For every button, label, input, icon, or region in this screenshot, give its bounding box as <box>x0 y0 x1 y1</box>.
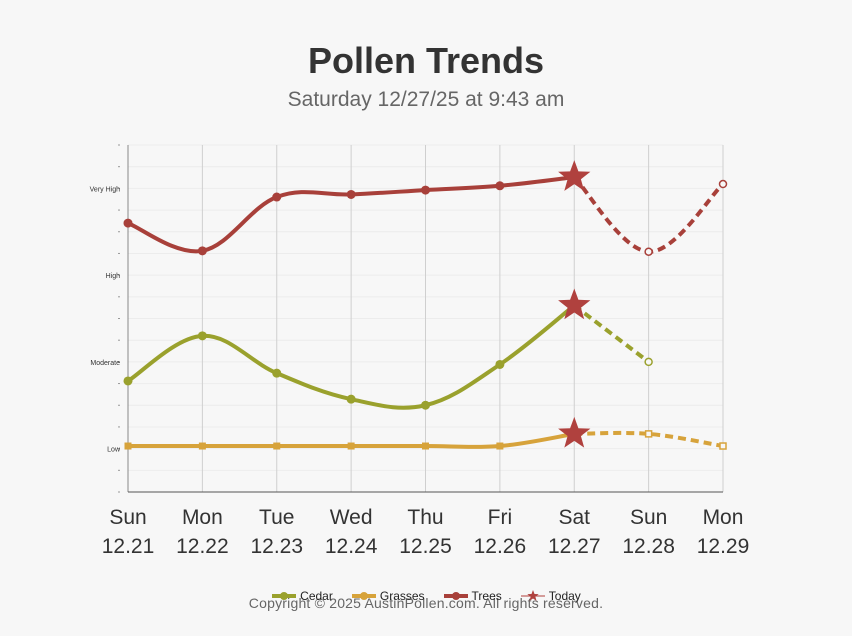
cedar-point <box>495 359 505 369</box>
trees-forecast-point <box>718 179 728 189</box>
legend-label: Today <box>548 589 581 603</box>
legend-item-cedar[interactable]: Cedar <box>271 589 333 603</box>
grasses-point <box>496 442 504 450</box>
cedar-point <box>197 331 207 341</box>
x-tick-date: 12.25 <box>399 535 452 558</box>
legend-label: Grasses <box>379 589 425 603</box>
legend[interactable]: Cedar Grasses Trees Today <box>0 589 852 603</box>
x-tick-date: 12.29 <box>697 535 750 558</box>
cedar-point <box>346 394 356 404</box>
trees-point <box>197 246 207 256</box>
cedar-point <box>421 400 430 410</box>
x-tick-day: Fri <box>488 506 513 529</box>
y-tick-label: Very High <box>90 186 120 193</box>
x-tick-day: Thu <box>407 506 443 529</box>
grasses-forecast-point <box>719 442 727 450</box>
trees-point <box>346 189 356 199</box>
trees-legend-swatch-icon <box>443 592 468 600</box>
today-legend-swatch-icon <box>520 590 545 601</box>
x-tick-day: Mon <box>182 506 223 529</box>
x-tick-day: Wed <box>330 506 373 529</box>
x-tick-date: 12.26 <box>474 535 527 558</box>
grid <box>118 144 724 493</box>
cedar-forecast-line <box>573 303 650 364</box>
trees-today-star <box>558 160 591 191</box>
cedar-legend-swatch-icon <box>272 592 297 600</box>
grasses-point <box>198 442 206 450</box>
trees-point <box>272 192 282 202</box>
trees-forecast-point <box>644 247 653 256</box>
x-tick-day: Sun <box>109 506 146 529</box>
x-tick-date: 12.21 <box>102 535 155 558</box>
grasses-point <box>422 442 429 450</box>
x-tick-day: Tue <box>259 506 294 529</box>
chart-title: Pollen Trends <box>307 40 545 81</box>
x-tick-day: Sun <box>630 506 667 529</box>
trees-point <box>123 218 133 228</box>
x-tick-date: 12.22 <box>176 535 229 558</box>
grasses-point <box>347 442 355 450</box>
legend-label: Cedar <box>300 589 333 603</box>
trees-point <box>421 185 430 195</box>
trees-point <box>495 181 505 191</box>
y-tick-label: Low <box>107 447 121 454</box>
series-points <box>123 179 728 450</box>
cedar-forecast-point <box>644 357 653 367</box>
legend-item-today[interactable]: Today <box>520 589 581 603</box>
x-tick-date: 12.23 <box>250 535 303 558</box>
x-tick-date: 12.28 <box>622 535 675 558</box>
cedar-point <box>123 376 133 386</box>
grasses-forecast-line <box>574 430 724 448</box>
legend-item-trees[interactable]: Trees <box>443 589 502 603</box>
y-axis-labels: Low Moderate High Very High <box>90 186 121 453</box>
x-tick-day: Mon <box>703 506 744 529</box>
cedar-point <box>272 368 282 378</box>
grasses-legend-swatch-icon <box>351 592 376 600</box>
y-tick-label: High <box>106 273 121 280</box>
legend-label: Trees <box>471 589 502 603</box>
cedar-today-star <box>558 288 591 320</box>
x-tick-day: Sat <box>558 506 590 529</box>
x-tick-date: 12.24 <box>325 535 378 558</box>
legend-item-grasses[interactable]: Grasses <box>351 589 425 603</box>
chart-subtitle: Saturday 12/27/25 at 9:43 am <box>287 88 565 111</box>
copyright: Copyright © 2025 AustinPollen.com. All r… <box>248 595 604 611</box>
grasses-today-star <box>558 416 591 448</box>
grasses-forecast-point <box>644 430 653 438</box>
y-tick-label: Moderate <box>90 360 120 367</box>
x-tick-date: 12.27 <box>548 535 601 558</box>
grasses-point <box>124 442 132 450</box>
grasses-point <box>273 442 281 450</box>
today-markers <box>558 160 591 448</box>
x-axis-labels: Sun 12.21 Mon 12.22 Tue 12.23 Wed 12.24 Thu 12.25… <box>102 506 750 558</box>
